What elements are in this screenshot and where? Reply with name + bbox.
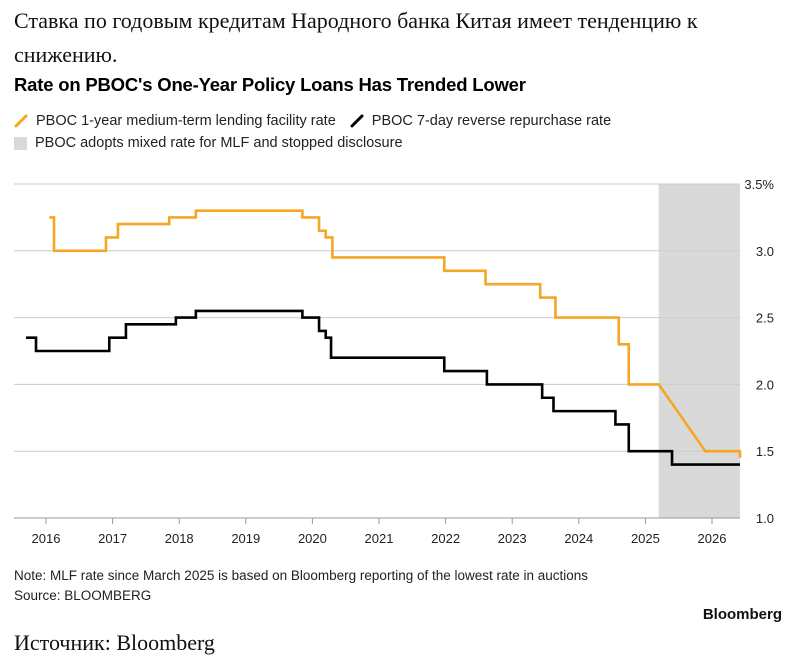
legend-item-reverse-repo: PBOC 7-day reverse repurchase rate <box>350 113 611 129</box>
legend-item-shade: PBOC adopts mixed rate for MLF and stopp… <box>14 135 403 151</box>
chart-source: Source: BLOOMBERG <box>14 588 152 603</box>
mlf-line <box>49 209 742 458</box>
x-tick-label: 2022 <box>431 531 460 546</box>
shaded-region <box>658 184 740 518</box>
article-source: Источник: Bloomberg <box>14 630 215 655</box>
legend-item-mlf: PBOC 1-year medium-term lending facility… <box>14 113 336 129</box>
x-tick-label: 2017 <box>98 531 127 546</box>
y-tick-label: 1.0 <box>756 511 774 526</box>
x-tick-label: 2018 <box>165 531 194 546</box>
legend-label-reverse-repo: PBOC 7-day reverse repurchase rate <box>371 113 612 129</box>
chart-title: Rate on PBOC's One-Year Policy Loans Has… <box>14 74 526 95</box>
chart-notes: Note: MLF rate since March 2025 is based… <box>14 566 588 606</box>
orange-line-swatch-icon <box>14 114 28 128</box>
x-tick-label: 2024 <box>564 531 593 546</box>
x-tick-label: 2026 <box>698 531 727 546</box>
x-tick-label: 2025 <box>631 531 660 546</box>
chart-legend: PBOC 1-year medium-term lending facility… <box>14 110 625 154</box>
x-tick-label: 2020 <box>298 531 327 546</box>
chart-plot: 1.0 1.5 2.0 2.5 3.0 3.5% 2016 2017 2018 2019 2020 2… <box>14 177 774 546</box>
article-heading: Ставка по годовым кредитам Народного бан… <box>14 8 698 67</box>
y-tick-label: 3.0 <box>756 244 774 259</box>
x-tick-label: 2016 <box>32 531 61 546</box>
y-tick-label: 1.5 <box>756 444 774 459</box>
y-tick-label: 2.0 <box>756 377 774 392</box>
x-tick-label: 2019 <box>231 531 260 546</box>
reverse-repo-line <box>26 309 740 466</box>
x-tick-label: 2021 <box>365 531 394 546</box>
black-line-swatch-icon <box>350 114 364 128</box>
bloomberg-logo: Bloomberg <box>702 606 782 623</box>
chart-note: Note: MLF rate since March 2025 is based… <box>14 568 589 583</box>
x-tick-label: 2023 <box>498 531 527 546</box>
y-tick-label: 2.5 <box>756 311 774 326</box>
legend-label-shade: PBOC adopts mixed rate for MLF and stopp… <box>35 135 403 151</box>
y-tick-label: 3.5% <box>744 177 774 192</box>
gray-box-swatch-icon <box>14 136 27 150</box>
legend-label-mlf: PBOC 1-year medium-term lending facility… <box>36 113 336 129</box>
